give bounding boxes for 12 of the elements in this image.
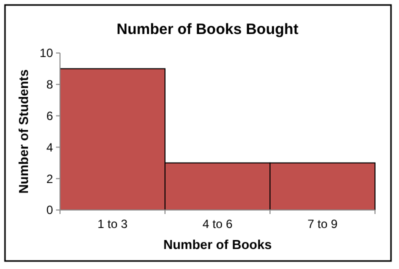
y-tick-label: 2 <box>46 172 54 186</box>
x-axis-title: Number of Books <box>163 237 272 252</box>
x-tick-label: 4 to 6 <box>202 217 233 231</box>
y-tick-label: 6 <box>46 109 54 123</box>
x-tick-label: 7 to 9 <box>307 217 338 231</box>
x-tick-label: 1 to 3 <box>97 217 128 231</box>
chart-title: Number of Books Bought <box>116 21 298 38</box>
y-tick-label: 8 <box>46 78 54 92</box>
y-tick-label: 4 <box>46 140 54 154</box>
y-axis-title: Number of Students <box>16 69 31 194</box>
y-tick-label: 10 <box>40 46 54 60</box>
y-tick-label: 0 <box>46 203 54 218</box>
